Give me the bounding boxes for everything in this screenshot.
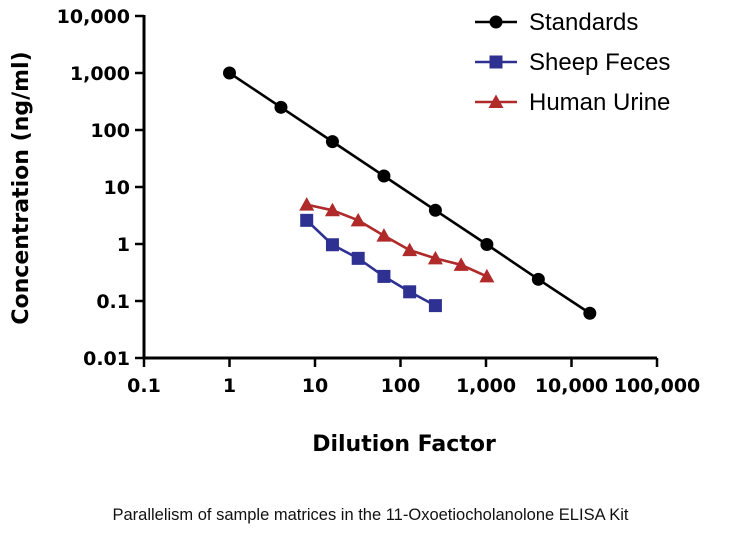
y-tick-label: 1 bbox=[117, 234, 130, 256]
x-tick-label: 1 bbox=[223, 375, 236, 397]
data-point-human-urine bbox=[427, 250, 443, 265]
figure-caption: Parallelism of sample matrices in the 11… bbox=[112, 506, 629, 524]
x-tick-label: 10 bbox=[302, 375, 328, 397]
data-point-sheep-feces bbox=[403, 285, 417, 299]
y-tick-label: 10 bbox=[104, 177, 130, 199]
data-point-human-urine bbox=[350, 212, 366, 227]
data-point-standards bbox=[223, 66, 236, 80]
data-point-standards bbox=[480, 238, 494, 252]
x-tick-label: 1,000 bbox=[456, 375, 516, 397]
data-point-human-urine bbox=[376, 228, 392, 242]
chart: 0.01 0.1 1 10 100 1,000 10,000 0.1 1 10 100 1,000 10… bbox=[9, 6, 701, 457]
legend-marker-human-urine bbox=[488, 94, 504, 108]
data-point-sheep-feces bbox=[428, 299, 442, 313]
data-point-standards bbox=[428, 203, 442, 217]
legend-marker-standards bbox=[489, 15, 503, 29]
y-tick-label: 100 bbox=[90, 120, 130, 142]
data-point-human-urine bbox=[453, 257, 469, 271]
series-human-urine bbox=[299, 197, 495, 283]
data-point-standards bbox=[325, 135, 339, 149]
data-point-standards bbox=[531, 272, 545, 286]
legend-item-human-urine: Human Urine bbox=[475, 89, 670, 116]
data-point-human-urine bbox=[324, 202, 340, 217]
data-point-sheep-feces bbox=[351, 251, 365, 265]
y-tick-label: 1,000 bbox=[70, 63, 130, 85]
series-sheep-feces bbox=[300, 213, 442, 313]
legend: Standards Sheep Feces Human Urine bbox=[475, 9, 670, 116]
data-point-human-urine bbox=[402, 242, 418, 257]
y-tick-label: 0.1 bbox=[96, 291, 130, 313]
x-tick-label: 0.1 bbox=[127, 375, 161, 397]
data-point-sheep-feces bbox=[325, 238, 339, 252]
series-layer bbox=[223, 66, 597, 320]
y-axis-title: Concentration (ng/ml) bbox=[9, 51, 34, 324]
legend-item-sheep-feces: Sheep Feces bbox=[475, 49, 670, 76]
data-point-standards bbox=[377, 169, 391, 183]
legend-label-human-urine: Human Urine bbox=[529, 89, 670, 116]
legend-label-standards: Standards bbox=[529, 9, 638, 36]
legend-marker-sheep-feces bbox=[489, 55, 503, 69]
series-standards bbox=[223, 66, 597, 320]
legend-label-sheep-feces: Sheep Feces bbox=[529, 49, 670, 76]
series-line-standards bbox=[228, 71, 591, 315]
data-point-human-urine bbox=[479, 268, 495, 283]
data-point-standards bbox=[583, 306, 597, 320]
data-point-standards bbox=[274, 100, 288, 114]
x-tick-label: 100,000 bbox=[614, 375, 701, 397]
axes: 0.01 0.1 1 10 100 1,000 10,000 0.1 1 10 100 1,000 10… bbox=[57, 6, 701, 397]
x-axis-title: Dilution Factor bbox=[312, 432, 496, 457]
data-point-human-urine bbox=[299, 197, 315, 211]
x-tick-label: 10,000 bbox=[535, 375, 608, 397]
y-tick-label: 0.01 bbox=[83, 348, 130, 370]
data-point-sheep-feces bbox=[377, 269, 391, 283]
data-point-sheep-feces bbox=[300, 213, 314, 227]
legend-item-standards: Standards bbox=[475, 9, 638, 36]
y-tick-label: 10,000 bbox=[57, 6, 130, 28]
x-tick-label: 100 bbox=[381, 375, 421, 397]
